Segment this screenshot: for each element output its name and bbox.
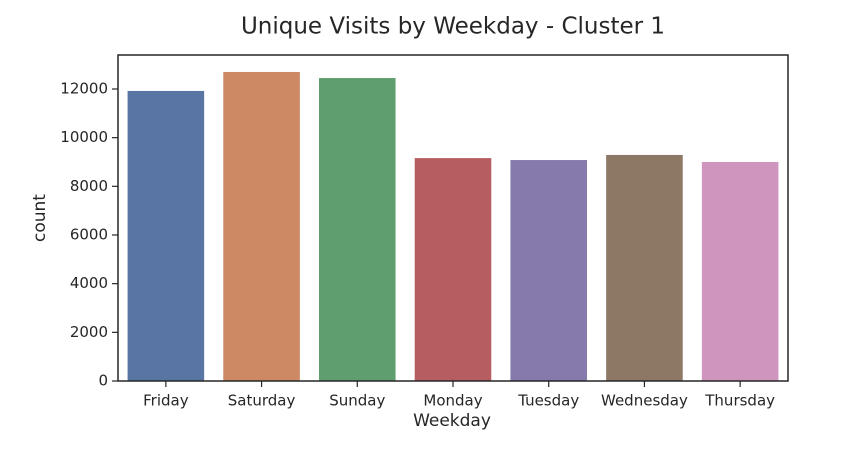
x-tick-label: Tuesday [517,392,579,410]
y-tick-label: 4000 [70,274,108,292]
y-tick-label: 0 [98,372,108,390]
bar [701,161,779,381]
y-tick-label: 10000 [60,128,108,146]
y-tick-label: 8000 [70,177,108,195]
x-tick-label: Saturday [228,392,296,410]
x-axis-label: Weekday [413,411,491,431]
x-tick-label: Wednesday [601,392,688,410]
bar [510,160,587,381]
x-tick-label: Thursday [704,392,775,410]
y-tick-label: 2000 [70,323,108,341]
y-axis-label: count [30,194,50,242]
x-tick-label: Sunday [329,392,385,410]
bar [223,71,300,381]
plot-frame [117,54,789,382]
y-tick-label: 12000 [60,79,108,97]
y-tick-label: 6000 [70,225,108,243]
x-tick-label: Monday [423,392,482,410]
chart-title: Unique Visits by Weekday - Cluster 1 [241,14,665,40]
bar [606,154,683,381]
x-tick-label: Friday [143,392,189,410]
bar [319,78,396,381]
bar [127,90,205,381]
bar [414,158,492,381]
